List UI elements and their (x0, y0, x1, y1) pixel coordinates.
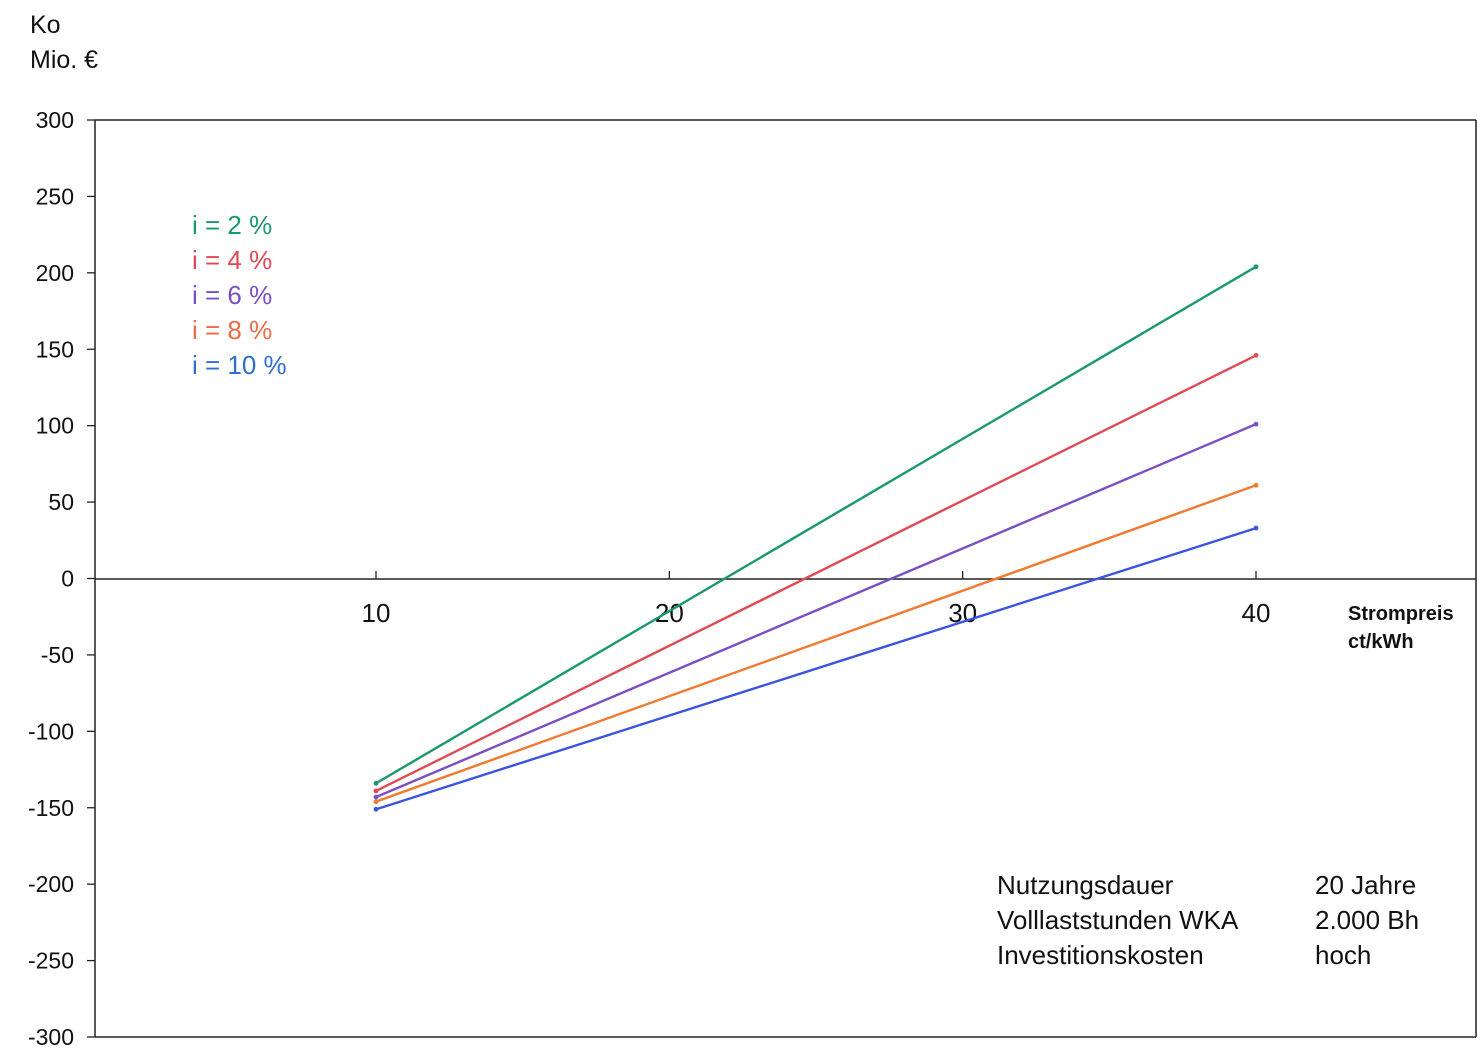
y-tick-label: -100 (28, 718, 74, 744)
series-point (373, 794, 379, 800)
y-tick-label: 300 (36, 107, 74, 133)
legend-item-2pct: i = 2 % (192, 210, 273, 240)
series-line (374, 422, 1258, 799)
x-axis-label-line-2: ct/kWh (1348, 631, 1414, 653)
legend-item-10pct: i = 10 % (192, 350, 287, 380)
y-tick-label: -300 (28, 1024, 74, 1050)
legend-item-4pct: i = 4 % (192, 245, 273, 275)
parameter-info: Nutzungsdauer 20 Jahre Volllaststunden W… (997, 868, 1457, 973)
info-row-investitionskosten: Investitionskosten hoch (997, 938, 1457, 973)
y-tick-label: -250 (28, 948, 74, 974)
series-line (374, 354, 1258, 793)
y-axis-title-line-1: Ko (30, 11, 61, 39)
y-tick-label: 200 (36, 260, 74, 286)
x-tick-label: 30 (948, 598, 977, 628)
legend-item-6pct: i = 6 % (192, 280, 273, 310)
y-axis-title-line-2: Mio. € (30, 46, 99, 74)
legend-item-8pct: i = 8 % (192, 315, 273, 345)
y-tick-label: -150 (28, 795, 74, 821)
info-label: Nutzungsdauer (997, 870, 1174, 900)
series-line (374, 265, 1258, 785)
series-point (373, 806, 379, 812)
x-axis-label-line-1: Strompreis (1348, 603, 1454, 625)
y-tick-label: 0 (61, 566, 74, 592)
y-tick-label: 100 (36, 413, 74, 439)
info-value: hoch (1315, 940, 1372, 970)
legend: i = 2 % i = 4 % i = 6 % i = 8 % i = 10 % (192, 208, 287, 383)
series-point (1253, 421, 1259, 427)
y-tick-label: -200 (28, 871, 74, 897)
series-lines (373, 264, 1259, 812)
info-row-volllaststunden: Volllaststunden WKA 2.000 Bh (997, 903, 1457, 938)
y-tick-label: 150 (36, 336, 74, 362)
info-value: 20 Jahre (1315, 870, 1417, 900)
series-point (373, 799, 379, 805)
info-label: Volllaststunden WKA (997, 905, 1239, 935)
info-row-nutzungsdauer: Nutzungsdauer 20 Jahre (997, 868, 1457, 903)
x-tick-label: 10 (362, 598, 391, 628)
ticks: 300 250 200 150 100 50 0 -50 -100 -150 -200 -250 -30… (28, 107, 1271, 1050)
x-tick-label: 40 (1242, 598, 1271, 628)
series-point (1253, 482, 1259, 488)
x-axis-label: Strompreis ct/kWh (1348, 600, 1454, 656)
series-line (374, 484, 1258, 803)
y-tick-label: -50 (41, 642, 74, 668)
x-tick-label: 20 (655, 598, 684, 628)
series-point (1253, 525, 1259, 531)
series-point (373, 780, 379, 786)
series-point (373, 788, 379, 794)
series-point (1253, 352, 1259, 358)
series-point (1253, 264, 1259, 270)
y-tick-label: 250 (36, 183, 74, 209)
series-line (374, 526, 1258, 811)
info-value: 2.000 Bh (1315, 905, 1420, 935)
y-tick-label: 50 (48, 489, 74, 515)
info-label: Investitionskosten (997, 940, 1204, 970)
